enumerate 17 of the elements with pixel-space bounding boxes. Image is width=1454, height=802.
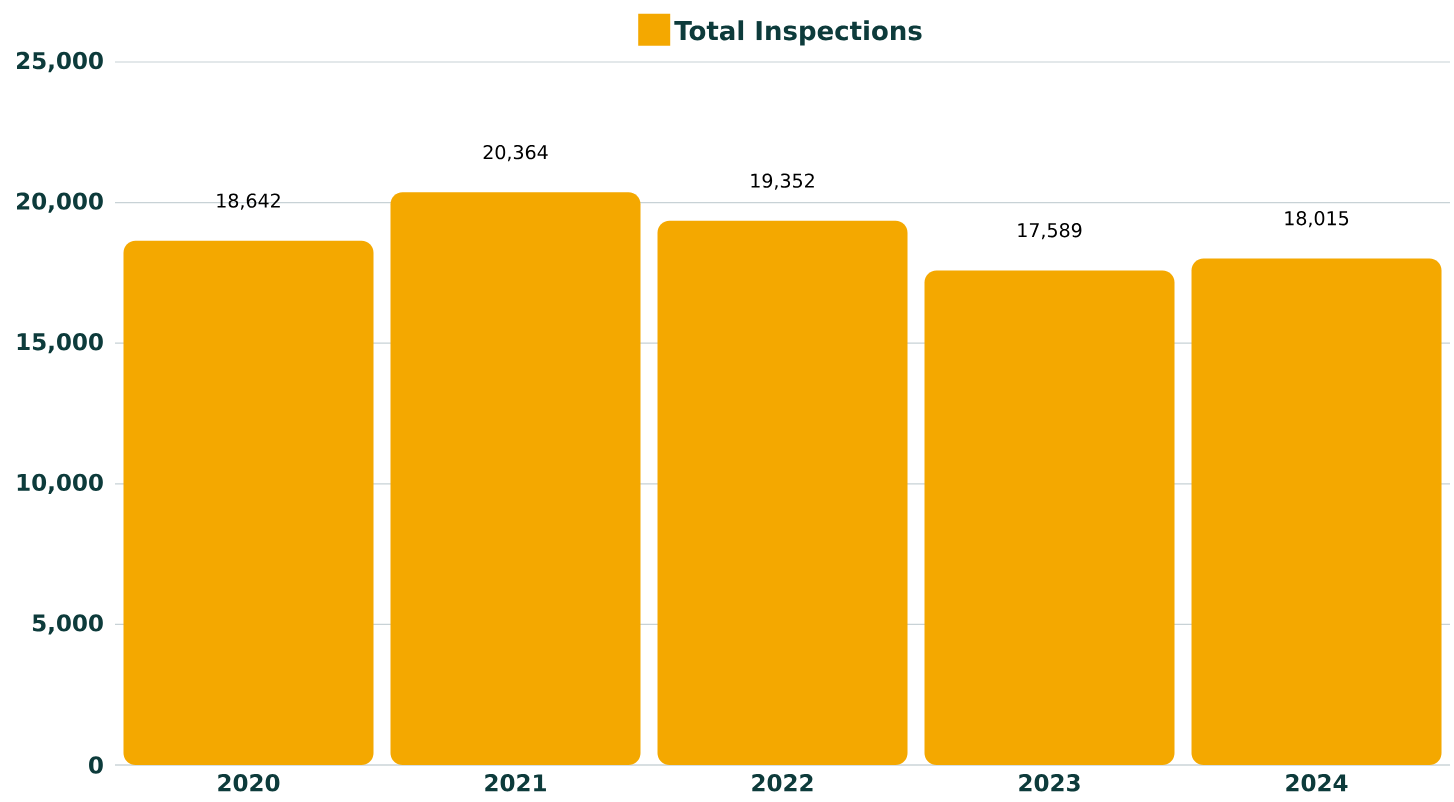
x-tick-label: 2020	[218, 774, 280, 792]
y-tick-label: 20,000	[17, 192, 103, 213]
y-tick-label: 10,000	[17, 473, 103, 494]
y-tick-label: 5,000	[32, 614, 103, 635]
y-tick-label: 25,000	[17, 51, 103, 73]
data-label: 18,642	[217, 193, 280, 210]
x-tick-label: 2024	[1286, 774, 1348, 792]
y-tick-label: 0	[89, 756, 103, 774]
legend-label: Total Inspections	[674, 20, 922, 46]
y-tick-label: 15,000	[17, 333, 103, 354]
data-label: 17,589	[1018, 223, 1082, 240]
x-tick-label: 2023	[1019, 774, 1080, 792]
data-label: 20,364	[483, 144, 548, 162]
data-label: 18,015	[1285, 211, 1349, 228]
x-tick-label: 2022	[752, 774, 813, 792]
x-tick-label: 2021	[485, 774, 546, 792]
data-label: 19,352	[751, 173, 814, 190]
